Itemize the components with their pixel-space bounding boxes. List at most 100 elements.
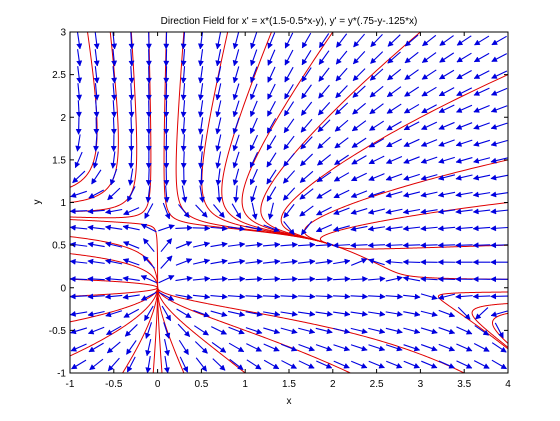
arrow-head — [456, 73, 463, 80]
arrow-head — [168, 275, 175, 281]
direction-arrow — [455, 122, 473, 130]
arrow-head — [343, 362, 350, 369]
arrow-head — [309, 276, 316, 283]
direction-arrow — [197, 83, 204, 101]
direction-arrow — [140, 223, 157, 233]
direction-arrow — [403, 121, 420, 131]
direction-arrow — [75, 117, 82, 135]
arrow-head — [283, 177, 290, 184]
direction-arrow — [456, 70, 472, 80]
direction-arrow — [402, 208, 421, 215]
arrow-head — [465, 328, 473, 335]
arrow-head — [140, 295, 148, 301]
arrow-head — [186, 224, 193, 231]
direction-arrow — [386, 138, 402, 148]
arrow-head — [70, 208, 76, 215]
arrow-head — [250, 76, 256, 84]
direction-arrow — [368, 360, 385, 369]
arrow-head — [104, 275, 111, 282]
arrow-head — [183, 348, 189, 356]
arrow-head — [204, 293, 211, 300]
arrow-head — [455, 124, 463, 130]
direction-arrow — [75, 134, 82, 152]
direction-arrow — [93, 66, 100, 84]
direction-arrow — [368, 190, 385, 198]
direction-arrow — [473, 105, 490, 113]
direction-arrow — [385, 242, 403, 249]
direction-arrow — [333, 258, 351, 265]
arrow-head — [472, 225, 479, 232]
arrow-head — [455, 242, 462, 249]
arrow-head — [128, 60, 135, 67]
arrow-head — [353, 41, 360, 48]
direction-arrow — [71, 359, 87, 370]
arrow-head — [106, 347, 114, 354]
direction-arrow — [163, 66, 170, 84]
arrow-head — [334, 142, 341, 149]
arrow-head — [438, 141, 445, 147]
arrow-head — [87, 224, 94, 231]
arrow-head — [145, 111, 152, 118]
direction-arrow — [403, 327, 421, 335]
trajectory-curve — [437, 291, 508, 350]
arrow-head — [180, 43, 187, 50]
arrow-head — [472, 208, 479, 215]
arrow-head — [283, 143, 290, 151]
arrow-head — [127, 179, 134, 186]
arrow-head — [315, 209, 323, 216]
direction-arrow — [368, 275, 386, 282]
arrow-head — [490, 157, 497, 164]
arrow-head — [291, 258, 298, 265]
arrow-head — [110, 146, 117, 152]
arrow-head — [284, 92, 290, 100]
arrow-head — [402, 259, 409, 266]
arrow-head — [250, 42, 256, 50]
direction-arrow — [127, 186, 136, 203]
direction-arrow — [299, 170, 314, 183]
arrow-head — [128, 128, 135, 135]
arrow-head — [317, 109, 325, 116]
arrow-head — [379, 275, 386, 282]
arrow-head — [472, 293, 479, 300]
arrow-head — [180, 77, 187, 84]
direction-arrow — [145, 185, 152, 203]
arrow-head — [145, 163, 152, 169]
direction-arrow — [333, 276, 351, 283]
direction-arrow — [385, 344, 403, 352]
arrow-head — [163, 111, 170, 118]
arrow-head — [448, 345, 456, 352]
direction-arrow — [87, 258, 105, 265]
direction-arrow — [351, 120, 367, 132]
arrow-head — [361, 310, 369, 317]
direction-arrow — [299, 188, 314, 200]
arrow-head — [284, 59, 291, 66]
direction-arrow — [126, 356, 136, 373]
direction-arrow — [367, 208, 385, 215]
direction-arrow — [266, 169, 277, 185]
arrow-head — [163, 146, 170, 152]
direction-arrow — [110, 134, 117, 152]
direction-arrow — [87, 326, 105, 335]
direction-arrow — [438, 87, 455, 97]
arrow-head — [309, 293, 316, 300]
direction-arrow — [105, 241, 123, 248]
direction-arrow — [316, 360, 333, 369]
direction-arrow — [249, 83, 258, 101]
y-tick-label: 3 — [60, 28, 66, 39]
arrow-head — [145, 60, 152, 67]
direction-arrow — [403, 344, 421, 352]
direction-arrow — [192, 293, 211, 300]
y-tick-label: -1 — [57, 369, 66, 380]
trajectory-curve — [70, 32, 119, 204]
direction-arrow — [93, 32, 100, 50]
arrow-head — [472, 276, 479, 283]
arrow-head — [221, 293, 228, 300]
arrow-head — [448, 311, 456, 318]
arrow-head — [379, 328, 386, 335]
direction-arrow — [195, 357, 208, 372]
arrow-head — [344, 328, 351, 335]
direction-arrow — [402, 191, 421, 198]
direction-arrow — [128, 32, 135, 50]
direction-arrow — [283, 118, 295, 134]
x-tick-label: -1 — [66, 379, 75, 390]
